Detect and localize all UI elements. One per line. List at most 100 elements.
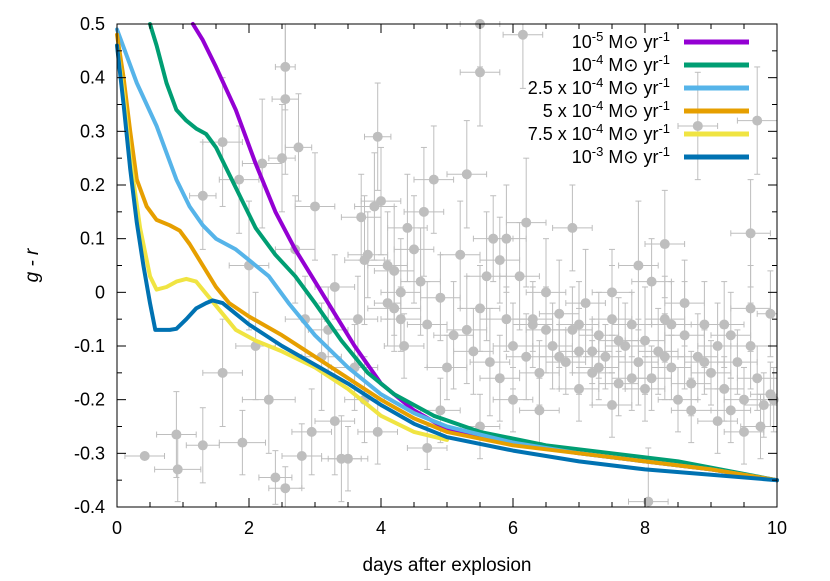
observation-point: [453, 307, 494, 395]
observation-marker: [402, 222, 413, 233]
observation-marker: [263, 394, 274, 405]
observation-marker: [415, 276, 426, 287]
observation-marker: [508, 394, 518, 405]
series-line-1: [148, 22, 779, 483]
series-line-5: [115, 43, 779, 483]
y-tick-label: 0.2: [80, 175, 105, 195]
series-line-4: [115, 43, 449, 442]
observation-marker: [653, 346, 664, 357]
observation-point: [284, 93, 313, 202]
observation-marker: [310, 201, 320, 212]
observation-marker: [237, 437, 248, 448]
observation-marker: [554, 351, 565, 362]
observation-point: [340, 173, 382, 261]
observation-marker: [527, 314, 538, 325]
series-layer: [115, 22, 779, 483]
observation-marker: [501, 314, 512, 325]
observation-point: [736, 345, 778, 411]
observation-layer: [124, 19, 779, 508]
observation-marker: [448, 330, 459, 341]
observation-marker: [755, 421, 766, 432]
observation-marker: [607, 287, 617, 298]
observation-marker: [329, 281, 340, 292]
observation-point: [723, 399, 765, 465]
y-tick-label: 0.5: [80, 14, 105, 34]
x-tick-label: 8: [640, 518, 650, 538]
observation-marker: [699, 357, 710, 368]
observation-point: [519, 377, 560, 444]
observation-marker: [442, 362, 452, 373]
observation-point: [439, 200, 481, 309]
observation-point: [387, 173, 428, 283]
observation-marker: [139, 451, 150, 462]
legend-entry-5: 10-3 M⊙ yr-1: [572, 144, 749, 167]
observation-marker: [372, 426, 383, 437]
observation-point: [571, 318, 613, 385]
y-tick-label: 0: [95, 282, 105, 302]
y-tick-label: 0.1: [80, 229, 105, 249]
legend-label: 7.5 x 10-4 M⊙ yr-1: [528, 121, 670, 144]
observation-marker: [613, 335, 624, 346]
observation-marker: [369, 201, 380, 212]
observation-marker: [719, 383, 730, 394]
observation-point: [228, 200, 270, 331]
observation-marker: [257, 158, 268, 169]
observation-marker: [395, 314, 406, 325]
observation-point: [218, 409, 266, 476]
observation-marker: [494, 373, 505, 384]
observation-marker: [574, 319, 584, 330]
observation-marker: [587, 346, 598, 357]
observation-marker: [580, 298, 591, 309]
observation-point: [268, 104, 296, 213]
observation-marker: [633, 260, 644, 271]
observation-point: [357, 399, 398, 465]
series-line-2: [115, 27, 779, 483]
observation-point: [502, 23, 544, 89]
observation-point: [684, 329, 725, 395]
observation-marker: [481, 271, 492, 282]
observation-point: [486, 184, 527, 293]
observation-marker: [752, 373, 763, 384]
observation-marker: [686, 405, 697, 416]
observation-marker: [296, 451, 307, 462]
observation-point: [354, 152, 395, 261]
observation-point: [202, 77, 243, 207]
observation-marker: [475, 303, 485, 314]
observation-marker: [626, 373, 637, 384]
observation-marker: [640, 383, 650, 394]
ticks-layer: 0 2 4 6 8 10 -0.4 -0.3 -0.2 -0.1 0 0.1 0.2 0.3 0.4 0.5: [74, 14, 787, 538]
observation-marker: [329, 416, 340, 427]
observation-marker: [633, 357, 644, 368]
observation-point: [598, 297, 639, 385]
observation-marker: [666, 319, 677, 330]
observation-point: [492, 366, 534, 433]
observation-point: [406, 281, 448, 368]
observation-marker: [455, 249, 466, 260]
observation-point: [241, 98, 283, 229]
y-tick-label: 0.3: [80, 121, 105, 141]
observation-point: [327, 426, 369, 492]
observation-point: [710, 377, 752, 444]
observation-point: [420, 377, 461, 444]
observation-point: [281, 423, 323, 489]
observation-point: [618, 318, 659, 406]
observation-marker: [362, 249, 373, 260]
observation-marker: [435, 292, 446, 303]
observation-point: [459, 265, 501, 352]
observation-marker: [352, 314, 363, 325]
observation-point: [618, 200, 659, 331]
observation-point: [565, 248, 606, 358]
observation-point: [538, 324, 580, 390]
legend-entry-2: 2.5 x 10-4 M⊙ yr-1: [528, 75, 749, 98]
observation-marker: [422, 319, 433, 330]
observation-marker: [389, 265, 400, 276]
observation-point: [499, 222, 540, 331]
observation-point: [383, 313, 425, 379]
observation-marker: [567, 222, 578, 233]
observation-marker: [376, 196, 386, 207]
observation-marker: [494, 255, 505, 266]
observation-marker: [475, 67, 485, 78]
observation-point: [364, 82, 392, 191]
observation-marker: [197, 190, 208, 201]
observation-marker: [293, 142, 304, 153]
